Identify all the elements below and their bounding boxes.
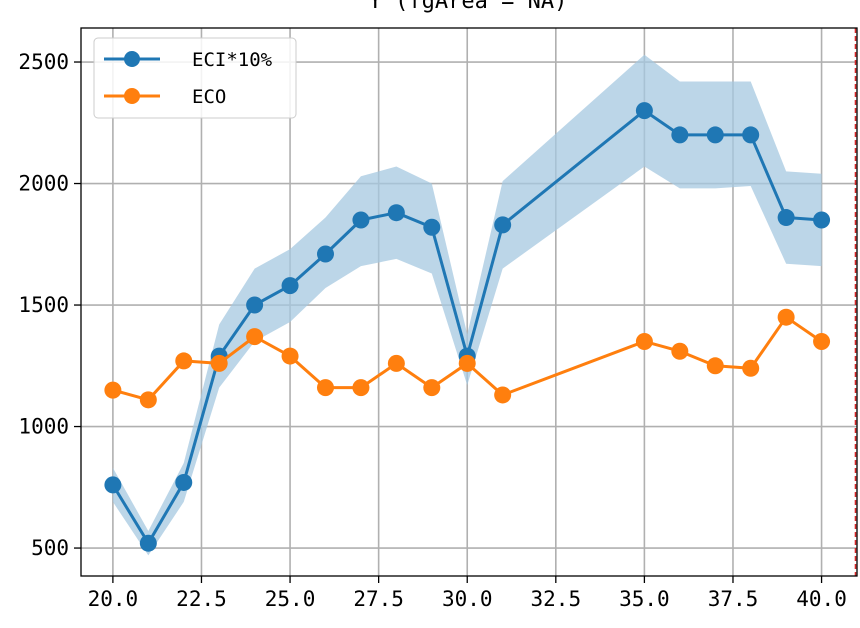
legend-label-eci: ECI*10% bbox=[192, 49, 273, 71]
y-tick-label: 2500 bbox=[18, 50, 69, 74]
x-tick-label: 35.0 bbox=[619, 587, 670, 611]
x-tick-label: 32.5 bbox=[531, 587, 582, 611]
y-tick-label: 1000 bbox=[18, 415, 69, 439]
series-layer bbox=[104, 102, 831, 552]
data-point bbox=[281, 277, 299, 295]
data-point bbox=[352, 211, 370, 229]
data-point bbox=[671, 342, 689, 360]
data-point bbox=[706, 357, 724, 375]
y-tick-label: 500 bbox=[31, 536, 69, 560]
x-tick-label: 30.0 bbox=[442, 587, 493, 611]
data-point bbox=[635, 332, 653, 350]
data-point bbox=[813, 332, 831, 350]
data-point bbox=[742, 359, 760, 377]
x-tick-label: 40.0 bbox=[796, 587, 847, 611]
legend: ECI*10% ECO bbox=[93, 37, 297, 119]
data-point bbox=[635, 102, 653, 120]
data-point bbox=[671, 126, 689, 144]
data-point bbox=[777, 308, 795, 326]
y-tick-label: 2000 bbox=[18, 172, 69, 196]
y-tick-label: 1500 bbox=[18, 293, 69, 317]
data-point bbox=[175, 473, 193, 491]
data-point bbox=[104, 381, 122, 399]
data-point bbox=[387, 204, 405, 222]
axis-ticks: 20.0 22.5 25.0 27.5 30.0 32.5 35.0 37.5 40.0 500 1… bbox=[18, 50, 846, 611]
data-point bbox=[813, 211, 831, 229]
legend-marker-eci bbox=[124, 51, 140, 67]
legend-label-eco: ECO bbox=[192, 86, 226, 108]
data-point bbox=[246, 328, 264, 346]
x-tick-label: 22.5 bbox=[176, 587, 227, 611]
data-point bbox=[458, 354, 476, 372]
data-point bbox=[316, 245, 334, 263]
data-point bbox=[706, 126, 724, 144]
data-point bbox=[139, 534, 157, 552]
data-point bbox=[742, 126, 760, 144]
data-point bbox=[352, 379, 370, 397]
data-point bbox=[423, 379, 441, 397]
x-tick-label: 27.5 bbox=[353, 587, 404, 611]
x-tick-label: 20.0 bbox=[88, 587, 139, 611]
data-point bbox=[423, 218, 441, 236]
data-point bbox=[104, 476, 122, 494]
data-point bbox=[210, 354, 228, 372]
data-point bbox=[494, 216, 512, 234]
data-point bbox=[494, 386, 512, 404]
data-point bbox=[246, 296, 264, 314]
x-tick-label: 37.5 bbox=[708, 587, 759, 611]
chart-title: Y (fgArea = NA) bbox=[369, 0, 568, 14]
data-point bbox=[387, 354, 405, 372]
legend-marker-eco bbox=[124, 88, 140, 104]
data-point bbox=[777, 209, 795, 227]
data-point bbox=[316, 379, 334, 397]
data-point bbox=[175, 352, 193, 370]
plot-frame bbox=[80, 27, 858, 577]
data-point bbox=[281, 347, 299, 365]
data-point bbox=[139, 391, 157, 409]
x-tick-label: 25.0 bbox=[265, 587, 316, 611]
